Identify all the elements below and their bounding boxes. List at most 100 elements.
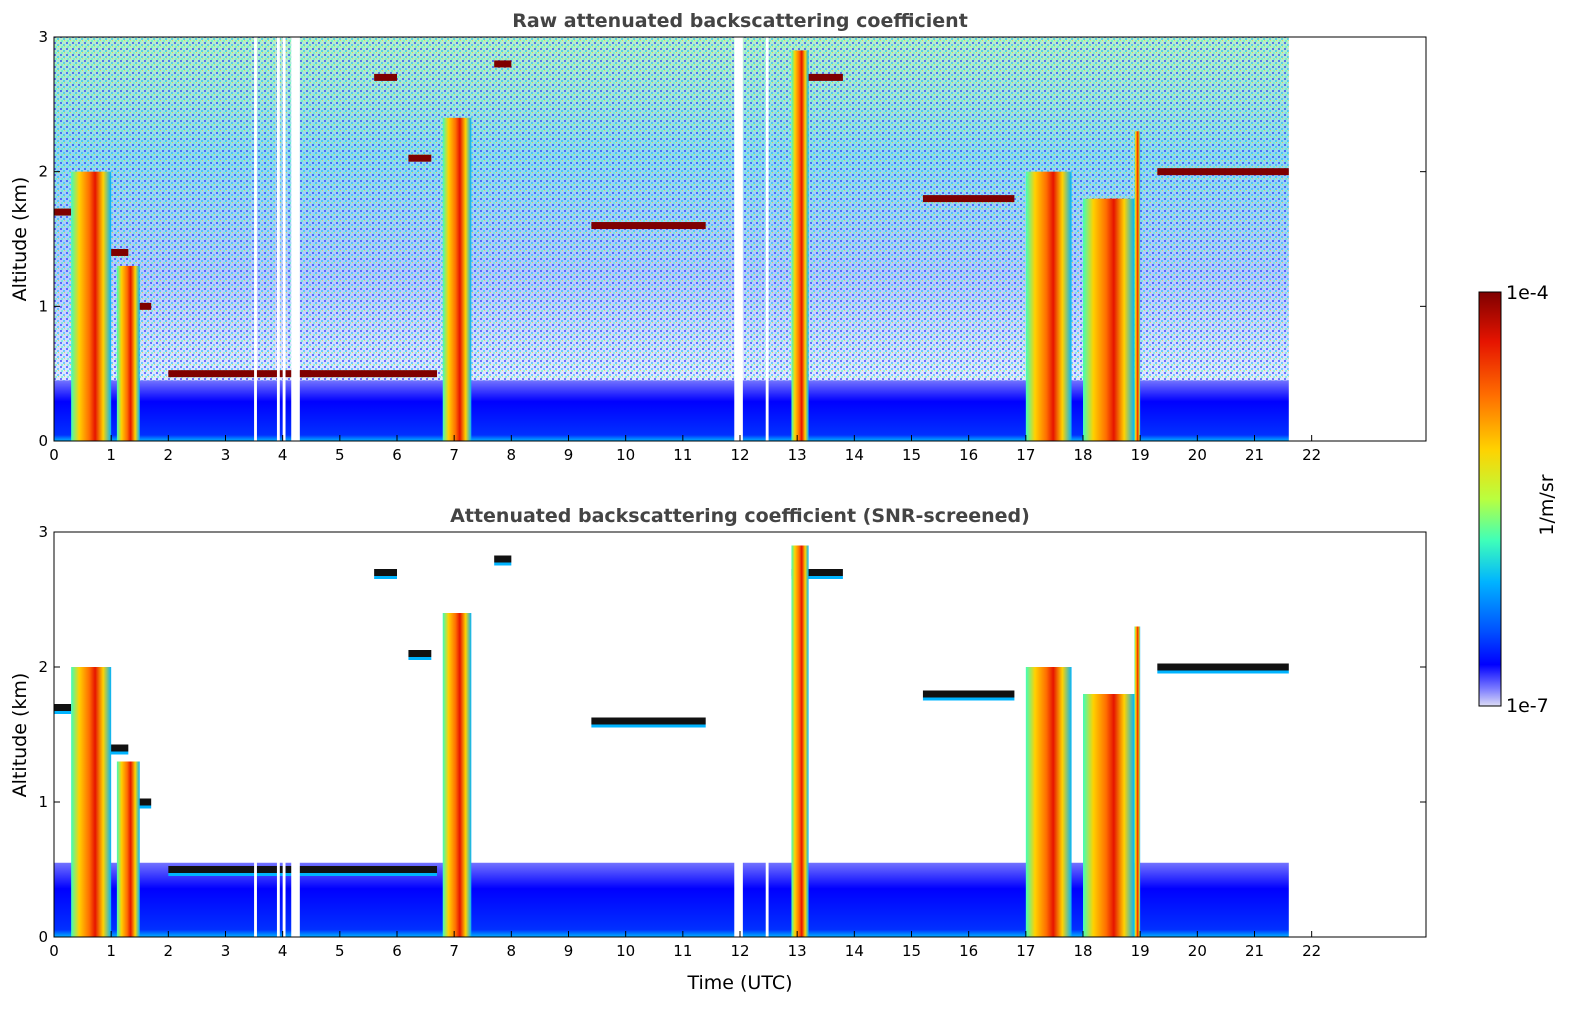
cloud-layer-edge: [494, 562, 512, 566]
x-tick-label: 22: [1302, 446, 1321, 464]
missing-data-gap: [276, 37, 280, 441]
x-tick-label: 4: [278, 446, 288, 464]
precipitation-column: [442, 117, 472, 441]
missing-data-gap: [765, 37, 769, 441]
y-tick-label: 3: [38, 28, 48, 46]
cloud-layer-edge: [54, 711, 72, 714]
cloud-layer-edge: [408, 657, 432, 660]
cloud-layer-edge: [299, 873, 438, 876]
plot-area-screened: [54, 532, 1289, 937]
x-tick-label: 4: [278, 942, 288, 960]
x-tick-label: 11: [673, 942, 692, 960]
x-tick-label: 19: [1131, 942, 1150, 960]
cloud-layer: [168, 866, 312, 873]
cloud-layer-edge: [374, 576, 397, 579]
precipitation-column: [116, 265, 140, 441]
cloud-layer-edge: [922, 697, 1015, 701]
cloud-layer: [299, 370, 438, 378]
chart-title-screened: Attenuated backscattering coefficient (S…: [450, 505, 1030, 527]
x-tick-label: 10: [616, 942, 635, 960]
precipitation-column: [1025, 667, 1072, 937]
x-tick-label: 6: [392, 942, 402, 960]
missing-data-gap: [254, 532, 257, 937]
cloud-layer: [494, 555, 512, 563]
cloud-layer-edge: [791, 576, 843, 579]
cloud-layer-edge: [168, 873, 312, 876]
missing-data-gap: [734, 532, 743, 937]
y-tick-label: 3: [38, 523, 48, 541]
colorbar-unit-label: 1/m/sr: [1536, 474, 1558, 535]
precipitation-column: [1083, 694, 1135, 937]
x-tick-label: 7: [449, 446, 459, 464]
precipitation-column: [1083, 198, 1135, 441]
cloud-layer: [791, 73, 843, 81]
x-tick-label: 22: [1302, 942, 1321, 960]
cloud-layer-edge: [591, 724, 706, 728]
x-axis-screened: 0 1 2 3 4 5 6 7 8 9 10 11 12 13 14 15 16 17 18 19 20 21 22: [49, 931, 1321, 960]
precipitation-column: [1025, 171, 1072, 441]
cloud-layer: [1157, 663, 1289, 671]
missing-data-gap: [765, 532, 769, 937]
y-tick-label: 1: [38, 793, 48, 811]
x-tick-label: 11: [673, 446, 692, 464]
x-tick-label: 8: [507, 446, 517, 464]
x-tick-label: 0: [49, 942, 59, 960]
x-tick-label: 2: [164, 942, 174, 960]
x-tick-label: 9: [564, 942, 574, 960]
x-tick-label: 13: [788, 446, 807, 464]
colorbar-min-label: 1e-7: [1506, 695, 1549, 717]
x-tick-label: 14: [845, 942, 864, 960]
x-tick-label: 15: [902, 942, 921, 960]
cloud-layer: [922, 690, 1015, 698]
y-tick-label: 1: [38, 297, 48, 315]
precipitation-column: [442, 613, 472, 937]
x-tick-label: 1: [106, 446, 116, 464]
x-tick-label: 17: [1016, 942, 1035, 960]
x-tick-label: 7: [449, 942, 459, 960]
x-tick-label: 9: [564, 446, 574, 464]
x-tick-label: 15: [902, 446, 921, 464]
x-tick-label: 1: [106, 942, 116, 960]
x-tick-label: 21: [1245, 446, 1264, 464]
cloud-layer: [54, 704, 72, 711]
precipitation-column: [1134, 131, 1141, 441]
missing-data-gap: [734, 37, 743, 441]
plot-area-raw: [54, 37, 1289, 441]
cloud-layer: [408, 650, 432, 657]
cloud-layer: [408, 154, 432, 162]
x-tick-label: 20: [1188, 446, 1207, 464]
x-tick-label: 17: [1016, 446, 1035, 464]
x-tick-label: 16: [959, 942, 978, 960]
y-tick-label: 0: [38, 928, 48, 946]
missing-data-gap: [291, 37, 300, 441]
y-axis-screened: 0 1 2 3: [38, 523, 1426, 946]
cloud-layer: [1157, 168, 1289, 176]
cloud-layer-edge: [1157, 670, 1289, 674]
x-tick-label: 19: [1131, 446, 1150, 464]
x-tick-label: 21: [1245, 942, 1264, 960]
y-tick-label: 2: [38, 163, 48, 181]
y-axis-label-screened: Altitude (km): [9, 673, 31, 798]
x-tick-label: 12: [730, 446, 749, 464]
cloud-layer: [168, 370, 312, 378]
x-axis-raw: 0 1 2 3 4 5 6 7 8 9 10 11 12 13 14 15 16 17 18 19 20 21 22: [49, 435, 1321, 464]
y-tick-label: 0: [38, 432, 48, 450]
precipitation-column: [791, 50, 809, 441]
x-tick-label: 0: [49, 446, 59, 464]
colorbar-gradient: [1478, 291, 1502, 707]
precipitation-column: [116, 761, 140, 937]
x-tick-label: 20: [1188, 942, 1207, 960]
chart-title-raw: Raw attenuated backscattering coefficien…: [512, 10, 968, 32]
y-tick-label: 2: [38, 658, 48, 676]
missing-data-gap: [254, 37, 257, 441]
x-axis-label: Time (UTC): [686, 972, 792, 994]
cloud-layer: [374, 569, 397, 576]
x-tick-label: 13: [788, 942, 807, 960]
x-tick-label: 5: [335, 446, 345, 464]
missing-data-gap: [291, 532, 300, 937]
colorbar: 1e-4 1e-7 1/m/sr: [1478, 282, 1558, 717]
x-tick-label: 18: [1073, 942, 1092, 960]
cloud-layer: [374, 73, 397, 81]
x-tick-label: 5: [335, 942, 345, 960]
precipitation-column: [1134, 626, 1141, 937]
